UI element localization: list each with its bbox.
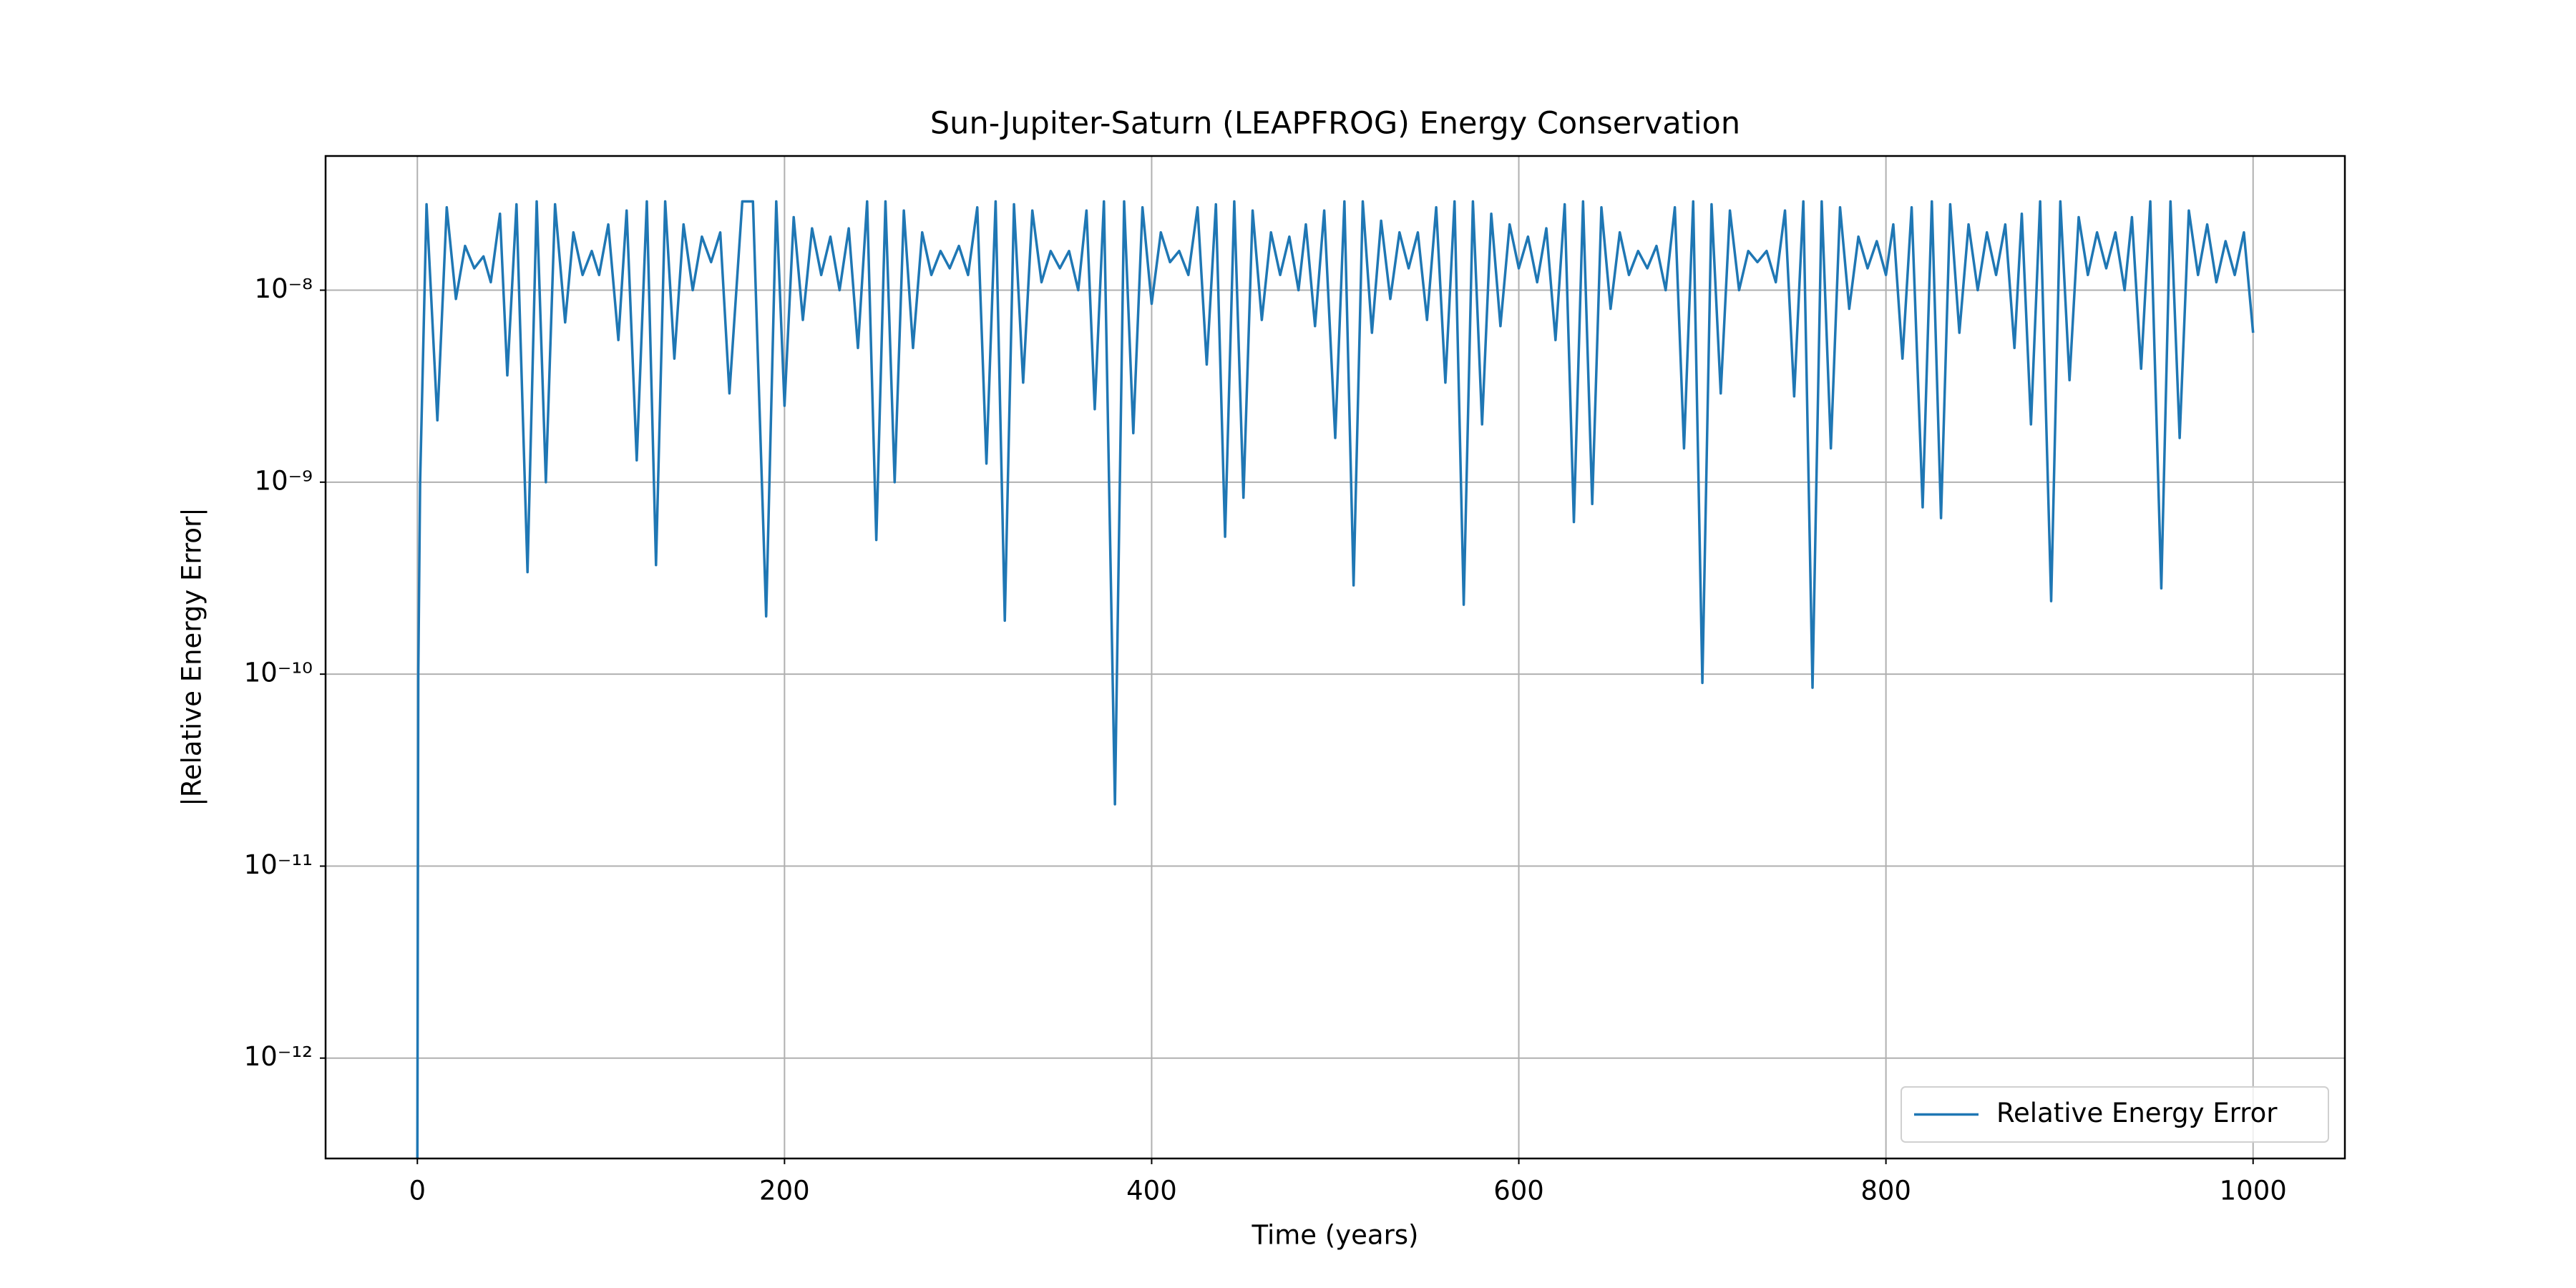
x-axis-label: Time (years) xyxy=(1251,1220,1418,1251)
x-tick-label: 1000 xyxy=(2220,1176,2287,1206)
x-tick-label: 400 xyxy=(1126,1176,1177,1206)
legend-box xyxy=(1901,1086,2329,1143)
x-tick-label: 0 xyxy=(409,1176,426,1206)
chart-title: Sun-Jupiter-Saturn (LEAPFROG) Energy Con… xyxy=(930,106,1740,142)
x-tick-label: 200 xyxy=(759,1176,810,1206)
y-tick-label: 10⁻⁹ xyxy=(255,465,313,496)
y-tick-label: 10⁻¹² xyxy=(244,1041,313,1072)
x-tick-label: 600 xyxy=(1493,1176,1544,1206)
y-tick-label: 10⁻¹¹ xyxy=(244,849,313,880)
plot-frame xyxy=(324,155,2346,1160)
y-tick-label: 10⁻¹⁰ xyxy=(244,658,313,688)
x-tick-label: 800 xyxy=(1860,1176,1911,1206)
y-axis-label: |Relative Energy Error| xyxy=(177,507,208,806)
data-line xyxy=(416,200,2255,1158)
legend-label: Relative Energy Error xyxy=(1996,1098,2278,1128)
y-tick-label: 10⁻⁸ xyxy=(255,273,313,304)
